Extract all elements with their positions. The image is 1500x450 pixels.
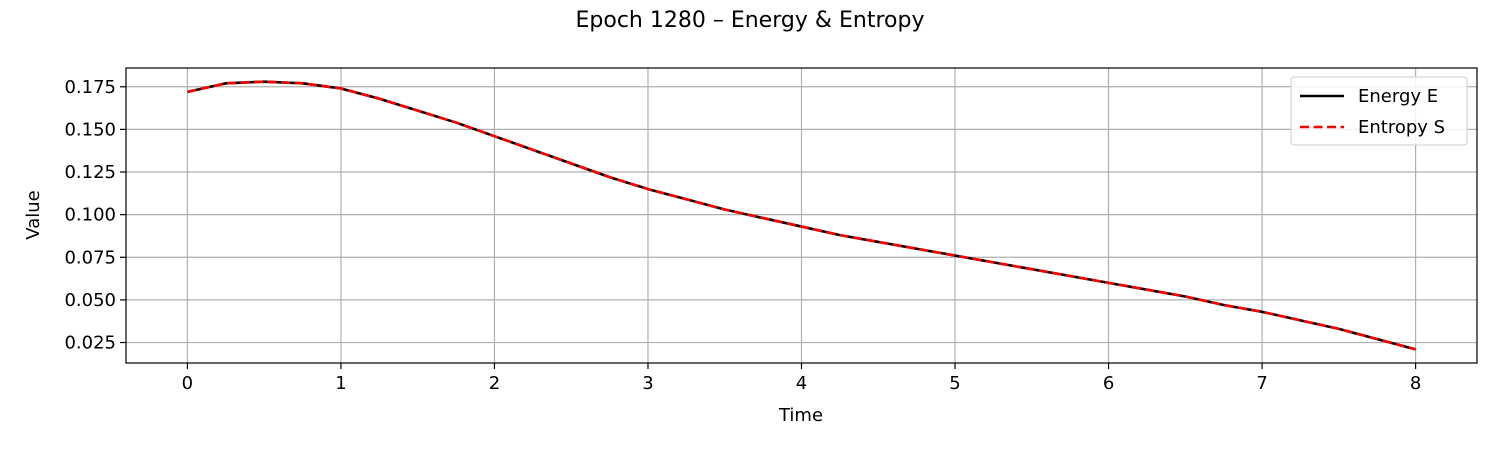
x-tick-label: 7 (1256, 373, 1267, 394)
y-tick-label: 0.075 (64, 247, 116, 268)
x-tick-label: 4 (796, 373, 807, 394)
y-tick-label: 0.175 (64, 77, 116, 98)
series-line-2 (187, 80, 1416, 351)
y-tick-label: 0.025 (64, 333, 116, 354)
x-tick-label: 3 (642, 373, 653, 394)
y-tick-label: 0.150 (64, 119, 116, 140)
x-tick-label: 8 (1410, 373, 1421, 394)
y-axis-label: Value (23, 190, 44, 239)
chart-title: Epoch 1280 – Energy & Entropy (576, 8, 925, 33)
legend-label: Energy E (1358, 86, 1438, 107)
y-tick-label: 0.125 (64, 162, 116, 183)
x-tick-label: 1 (335, 373, 346, 394)
x-tick-label: 6 (1103, 373, 1114, 394)
grid (126, 68, 1477, 363)
x-tick-label: 5 (949, 373, 960, 394)
legend-label: Entropy S (1358, 117, 1445, 138)
y-tick-label: 0.050 (64, 290, 116, 311)
legend: Energy E Entropy S (1290, 76, 1468, 146)
axis-ticks: 0 1 2 3 4 5 6 7 8 0.025 0.050 0.075 0.100 0.125 0.150 0… (64, 77, 1421, 394)
x-tick-label: 2 (489, 373, 500, 394)
x-axis-label: Time (778, 405, 823, 426)
series-lines (187, 80, 1416, 351)
y-tick-label: 0.100 (64, 205, 116, 226)
x-tick-label: 0 (182, 373, 193, 394)
